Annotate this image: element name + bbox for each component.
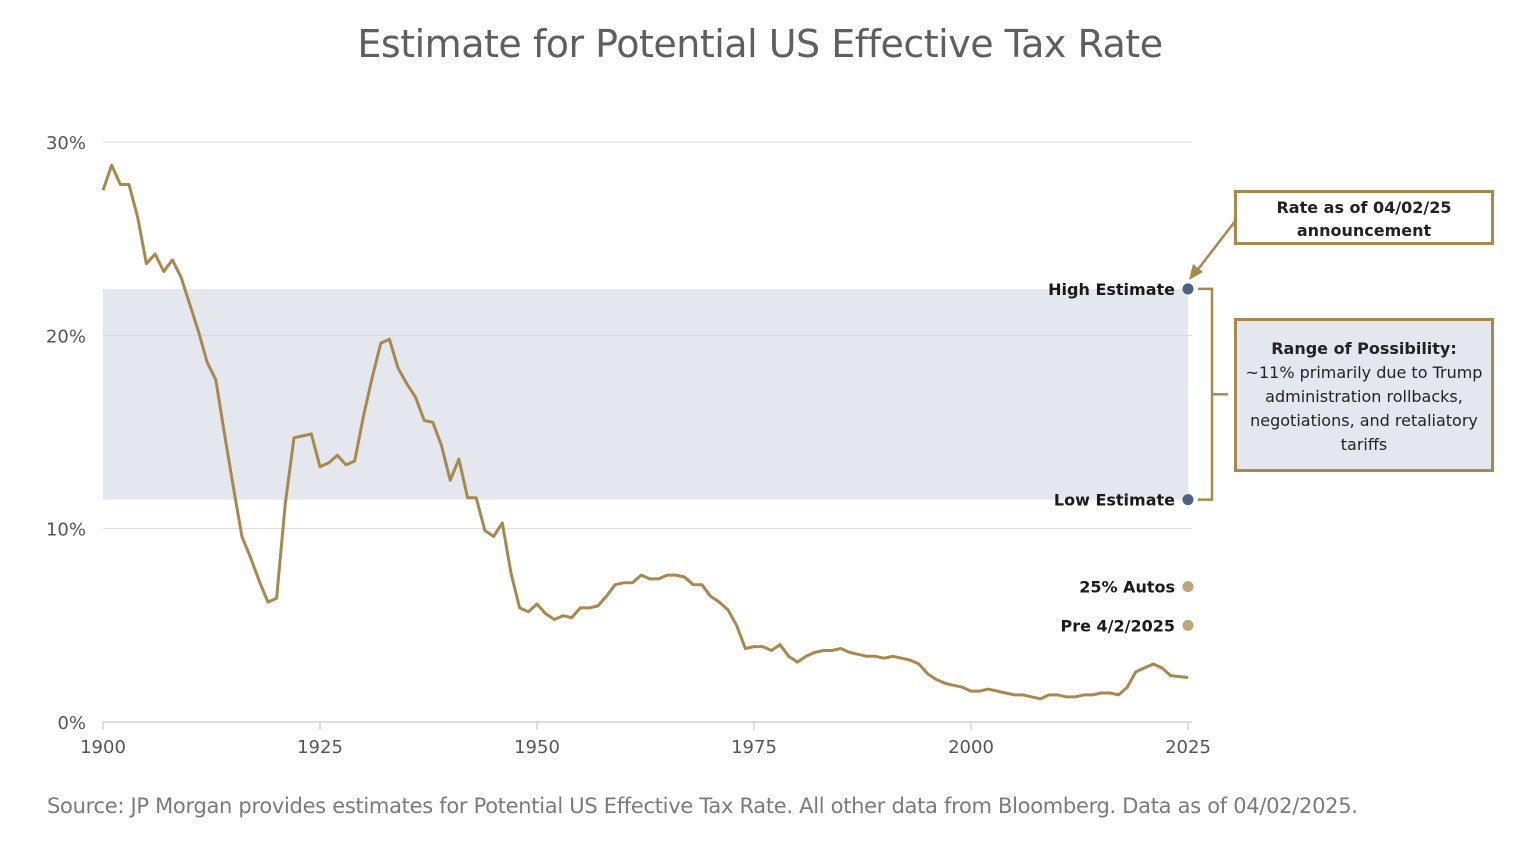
range-callout-text: ~11% primarily due to Trump administrati… <box>1245 363 1483 454</box>
marker-layer: High Estimate Low Estimate 25% Autos Pre 4/… <box>1048 280 1194 635</box>
estimate-marker-label: Low Estimate <box>1054 491 1175 510</box>
estimate-marker <box>1182 283 1194 295</box>
rate-arrow-head <box>1189 264 1203 280</box>
x-tick-label: 1975 <box>731 737 777 758</box>
rate-callout-line2: announcement <box>1296 221 1432 240</box>
y-tick-label: 10% <box>46 520 86 541</box>
x-tick-label: 2000 <box>948 737 994 758</box>
x-tick-label: 1900 <box>80 737 126 758</box>
source-note: Source: JP Morgan provides estimates for… <box>47 794 1358 818</box>
range-of-possibility-callout: Range of Possibility: ~11% primarily due… <box>1234 318 1494 472</box>
y-tick-label: 20% <box>46 326 86 347</box>
axis-layer: 1900 1925 1950 1975 2000 2025 <box>80 721 1211 758</box>
estimate-marker-label: High Estimate <box>1048 280 1175 299</box>
estimate-marker-label: Pre 4/2/2025 <box>1060 616 1175 635</box>
rate-announcement-callout: Rate as of 04/02/25 announcement <box>1234 190 1494 245</box>
range-bracket <box>1198 287 1214 501</box>
series-line <box>101 163 1189 701</box>
rate-callout-line1: Rate as of 04/02/25 <box>1276 198 1452 217</box>
rate-arrow-line <box>1195 219 1237 273</box>
annotation-layer <box>1189 219 1237 501</box>
estimate-marker-label: 25% Autos <box>1079 578 1175 597</box>
estimate-marker <box>1182 619 1194 631</box>
grid-layer: 0% 10% 20% 30% <box>46 133 1192 734</box>
x-tick-label: 1950 <box>514 737 560 758</box>
x-tick-label: 1925 <box>297 737 343 758</box>
estimate-marker <box>1182 494 1194 506</box>
estimate-marker <box>1182 581 1194 593</box>
range-callout-heading: Range of Possibility: <box>1271 339 1457 358</box>
chart-title: Estimate for Potential US Effective Tax … <box>357 22 1163 66</box>
y-tick-label: 30% <box>46 133 86 154</box>
y-tick-label: 0% <box>57 713 86 734</box>
range-band <box>103 288 1188 500</box>
x-tick-label: 2025 <box>1165 737 1211 758</box>
